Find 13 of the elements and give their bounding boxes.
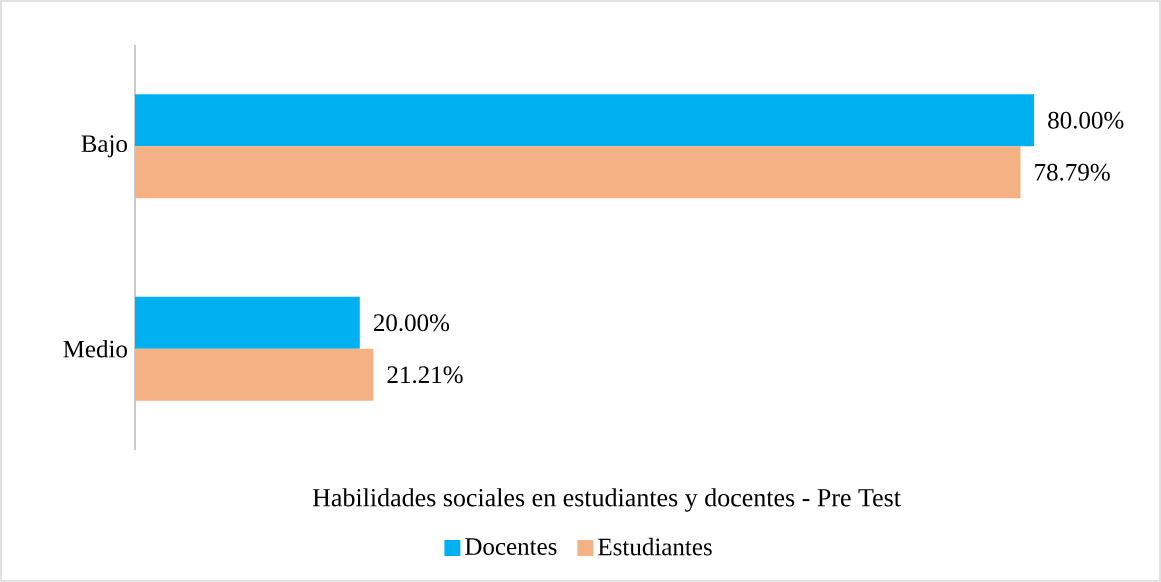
text: Habilidades sociales en estudiantes y docentes - Pre Test xyxy=(312,488,901,512)
bar xyxy=(135,296,360,349)
y-tick-label: Bajo xyxy=(81,135,127,158)
bar xyxy=(135,348,374,401)
data-label: 80.00% xyxy=(1048,111,1124,129)
data-label: 21.21% xyxy=(387,366,463,384)
bar xyxy=(135,146,1021,199)
y-tick-label: Medio xyxy=(63,339,127,358)
bar xyxy=(135,94,1035,147)
data-label: 20.00% xyxy=(373,314,450,332)
legend-label: Docentes xyxy=(465,538,557,555)
data-label: 78.79% xyxy=(1035,163,1110,181)
legend-label: Estudiantes xyxy=(598,537,712,556)
